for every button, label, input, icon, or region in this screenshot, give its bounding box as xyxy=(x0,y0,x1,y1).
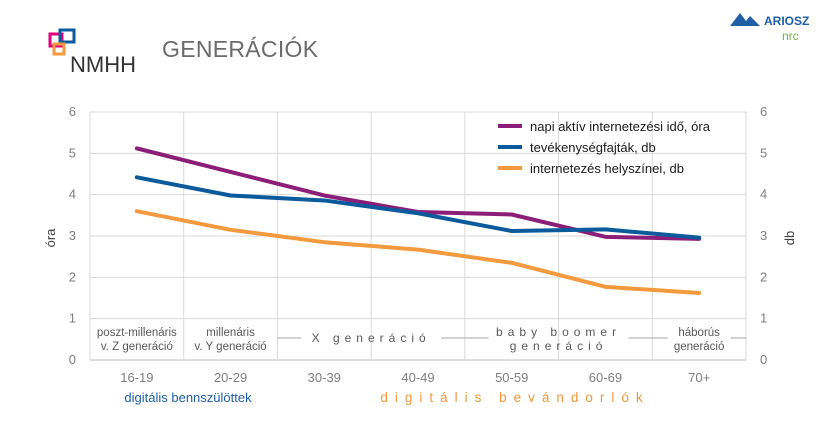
series-line xyxy=(134,209,702,296)
x-tick-label: 60-69 xyxy=(589,370,622,385)
y-axis-label-right: db xyxy=(782,231,797,245)
y-tick-right: 4 xyxy=(760,187,767,202)
nrc-logo-text: nrc xyxy=(782,29,799,43)
legend-label: tevékenységfajták, db xyxy=(530,140,656,155)
logo-square-orange xyxy=(52,42,66,56)
x-tick-label: 20-29 xyxy=(214,370,247,385)
y-tick-right: 5 xyxy=(760,145,767,160)
y-axis-ticks: 0 0 1 1 2 2 3 3 4 4 5 5 6 6 xyxy=(69,104,767,367)
y-axis-label-left: óra xyxy=(43,228,58,248)
page-title: GENERÁCIÓK xyxy=(162,36,319,62)
generation-labels: poszt-millenáris v. Z generáció millenáris… xyxy=(97,325,746,353)
logo-square-blue xyxy=(58,28,76,44)
logo-square-pink xyxy=(48,32,64,48)
generation-label: generáció xyxy=(510,339,608,353)
y-tick-right: 0 xyxy=(760,352,767,367)
x-axis-ticks: 16-19 20-29 30-39 40-49 50-59 60-69 70+ xyxy=(120,370,710,385)
y-tick-left: 3 xyxy=(69,228,76,243)
ariosz-logo: ARIOSZ nrc xyxy=(728,10,828,50)
x-tick-label: 50-59 xyxy=(495,370,528,385)
digital-natives-label: digitális bennszülöttek xyxy=(124,390,252,405)
y-tick-left: 0 xyxy=(69,352,76,367)
generation-label: v. Y generáció xyxy=(194,341,266,353)
generation-label: baby boomer xyxy=(496,325,621,339)
nmhh-logo: NMHH xyxy=(48,28,148,81)
generation-label: generáció xyxy=(674,341,725,353)
generation-label: háborús xyxy=(678,327,720,339)
ariosz-logo-text: ARIOSZ xyxy=(764,14,809,28)
y-tick-right: 6 xyxy=(760,104,767,119)
y-tick-left: 5 xyxy=(69,145,76,160)
x-tick-label: 70+ xyxy=(688,370,710,385)
generation-label: millenáris xyxy=(206,327,255,339)
y-tick-left: 2 xyxy=(69,269,76,284)
legend-label: napi aktív internetezési idő, óra xyxy=(530,119,711,134)
y-tick-right: 2 xyxy=(760,269,767,284)
digital-immigrants-label: digitális bevándorlók xyxy=(380,390,649,405)
series-line xyxy=(134,175,702,240)
generation-label: X generáció xyxy=(312,331,431,345)
x-tick-label: 16-19 xyxy=(120,370,153,385)
y-tick-right: 1 xyxy=(760,311,767,326)
mountain-icon xyxy=(730,13,760,26)
generation-label: v. Z generáció xyxy=(101,341,173,353)
chart-lines xyxy=(134,146,702,296)
y-tick-right: 3 xyxy=(760,228,767,243)
x-tick-label: 40-49 xyxy=(401,370,434,385)
y-tick-left: 6 xyxy=(69,104,76,119)
chart-legend: napi aktív internetezési idő, óra tevéken… xyxy=(498,119,711,176)
y-tick-left: 1 xyxy=(69,311,76,326)
legend-label: internetezés helyszínei, db xyxy=(530,161,684,176)
logo-text: NMHH xyxy=(70,52,136,76)
x-tick-label: 30-39 xyxy=(308,370,341,385)
y-tick-left: 4 xyxy=(69,187,76,202)
generation-label: poszt-millenáris xyxy=(97,327,177,339)
